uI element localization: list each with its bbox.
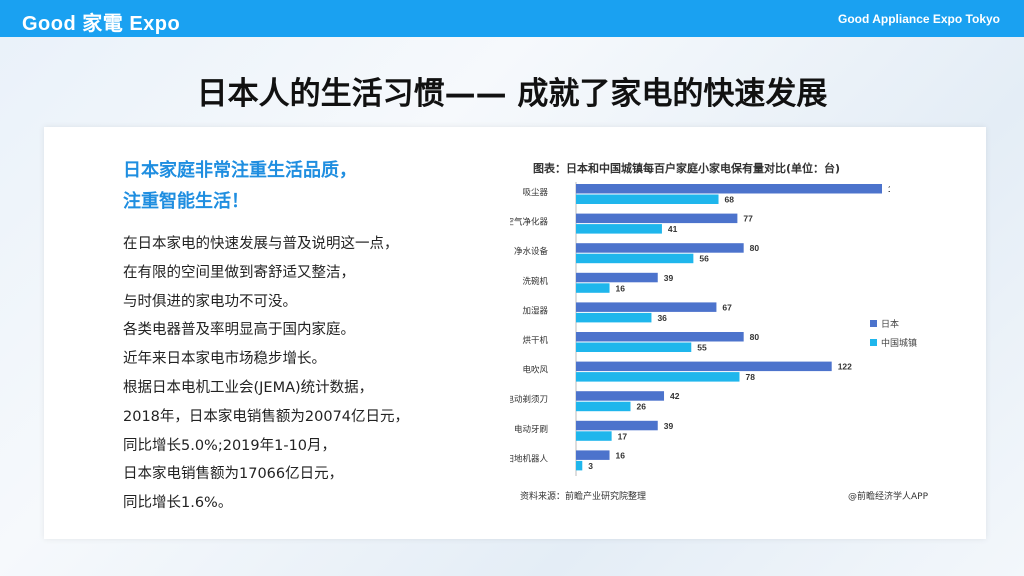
top-banner: Good 家電 Expo Good Appliance Expo Tokyo	[0, 0, 1024, 37]
value-label: 42	[670, 391, 680, 401]
legend-swatch	[870, 339, 877, 346]
body-line: 近年来日本家电市场稳步增长。	[123, 351, 326, 368]
value-label: 39	[664, 273, 674, 283]
value-label: 3	[588, 461, 593, 471]
value-label: 41	[668, 224, 678, 234]
value-label: 56	[699, 254, 709, 264]
body-line: 各类电器普及率明显高于国内家庭。	[123, 322, 355, 339]
category-label: 扫地机器人	[510, 453, 548, 464]
bar-japan	[576, 450, 610, 460]
bar-japan	[576, 361, 832, 372]
bar-japan	[576, 332, 744, 342]
category-label: 吸尘器	[522, 187, 548, 198]
bar-china	[576, 224, 662, 234]
bar-china	[576, 401, 631, 412]
value-label: 16	[616, 283, 626, 293]
category-label: 净水设备	[514, 246, 549, 257]
value-label: 67	[722, 302, 732, 312]
body-line: 在日本家电的快速发展与普及说明这一点，	[123, 236, 399, 252]
value-label: 16	[616, 450, 626, 460]
bar-china	[576, 342, 692, 352]
bar-china	[576, 283, 610, 293]
bar-japan	[576, 391, 665, 401]
category-label: 电动牙刷	[514, 424, 548, 435]
bar-japan	[576, 184, 882, 194]
bar-japan	[576, 213, 738, 224]
category-label: 烘干机	[522, 335, 548, 346]
chart-source: 资料来源：前瞻产业研究院整理	[520, 492, 647, 502]
body-line: 根据日本电机工业会(JEMA)统计数据，	[123, 379, 374, 396]
legend-label: 日本	[881, 320, 900, 330]
chart-legend: 日本 中国城镇	[870, 317, 917, 355]
value-label: 68	[725, 195, 735, 205]
category-label: 电动剃须刀	[510, 394, 548, 405]
legend-item-china: 中国城镇	[870, 336, 917, 349]
legend-label: 中国城镇	[881, 339, 918, 349]
legend-swatch	[870, 320, 877, 327]
bar-chart: 吸尘器 146 68 空气净化器 77 41 净水设备 80 56 洗碗机 39 16 加湿器 67 36 烘…	[510, 182, 890, 476]
value-label: 78	[745, 372, 755, 382]
value-label: 80	[750, 243, 760, 253]
body-line: 同比增长5.0%;2019年1-10月，	[123, 437, 337, 454]
brand-subtitle: Good Appliance Expo Tokyo	[837, 12, 1000, 26]
body-line: 2018年，日本家电销售额为20074亿日元，	[123, 408, 410, 425]
category-label: 加湿器	[522, 305, 548, 316]
page-title: 日本人的生活习惯—— 成就了家电的快速发展	[196, 76, 828, 112]
chart-title: 图表：日本和中国城镇每百户家庭小家电保有量对比(单位：台)	[533, 162, 841, 175]
bar-china	[576, 253, 694, 264]
bar-japan	[576, 302, 717, 312]
headline-line: 日本家庭非常注重生活品质，	[123, 160, 357, 181]
body-line: 日本家电销售额为17066亿日元，	[123, 466, 344, 483]
value-label: 80	[750, 332, 760, 342]
value-label: 55	[697, 343, 707, 353]
brand-logo-text: Good 家電 Expo	[22, 13, 181, 35]
bar-china	[576, 194, 719, 204]
body-line: 在有限的空间里做到寄舒适又整洁，	[123, 264, 355, 281]
content-card	[44, 127, 986, 539]
value-label: 17	[618, 431, 628, 441]
value-label: 26	[636, 402, 646, 412]
bar-japan	[576, 420, 658, 431]
bar-china	[576, 460, 583, 471]
body-line: 同比增长1.6%。	[123, 495, 233, 512]
bar-china	[576, 312, 652, 323]
value-label: 122	[838, 362, 852, 372]
bar-japan	[576, 272, 658, 283]
value-label: 39	[664, 421, 674, 431]
bar-china	[576, 372, 740, 382]
category-label: 洗碗机	[522, 276, 548, 287]
value-label: 36	[657, 313, 667, 323]
body-line: 与时俱进的家电功不可没。	[123, 293, 297, 310]
bar-china	[576, 431, 612, 441]
category-label: 空气净化器	[510, 217, 548, 228]
legend-item-japan: 日本	[870, 317, 917, 330]
category-label: 电吹风	[522, 365, 548, 376]
bar-japan	[576, 243, 744, 253]
headline-line: 注重智能生活！	[123, 191, 249, 212]
value-label: 146	[888, 184, 890, 194]
value-label: 77	[743, 214, 753, 224]
chart-credit: @前瞻经济学人APP	[847, 492, 928, 502]
body-text: 在日本家电的快速发展与普及说明这一点， 在有限的空间里做到寄舒适又整洁， 与时俱…	[123, 230, 409, 518]
headline: 日本家庭非常注重生活品质， 注重智能生活！	[123, 155, 357, 217]
